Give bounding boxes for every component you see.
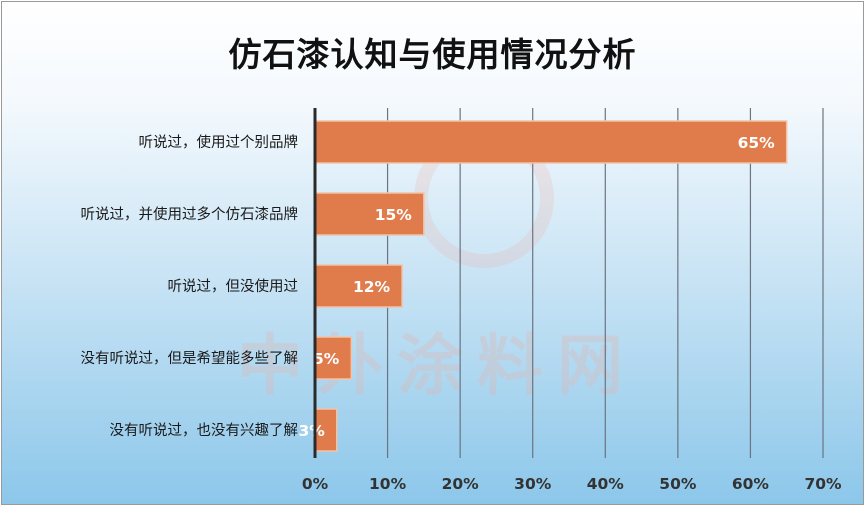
x-tick-label: 10% [369,475,407,493]
bar [314,336,353,380]
category-label: 没有听说过，也没有兴趣了解 [110,422,299,439]
category-label: 听说过，并使用过多个仿石漆品牌 [81,206,299,223]
category-label: 听说过，但没使用过 [168,278,299,295]
x-tick-label: 40% [587,475,625,493]
bar [314,120,788,164]
x-tick-label: 60% [732,475,770,493]
category-label: 没有听说过，但是希望能多些了解 [81,350,299,367]
x-tick-label: 20% [442,475,480,493]
watermark-text: 中外涂料网 [237,327,637,404]
x-tick-label: 50% [659,475,697,493]
category-label: 听说过，使用过个别品牌 [139,134,299,151]
data-label: 12% [353,278,391,296]
data-label: 15% [375,206,413,224]
x-tick-label: 70% [804,475,842,493]
bar [314,264,403,308]
data-label: 5% [313,350,340,368]
x-tick-label: 30% [514,475,552,493]
data-label: 3% [298,422,325,440]
x-tick-label: 0% [302,475,329,493]
data-label: 65% [738,134,776,152]
chart-title: 仿石漆认知与使用情况分析 [228,35,637,74]
